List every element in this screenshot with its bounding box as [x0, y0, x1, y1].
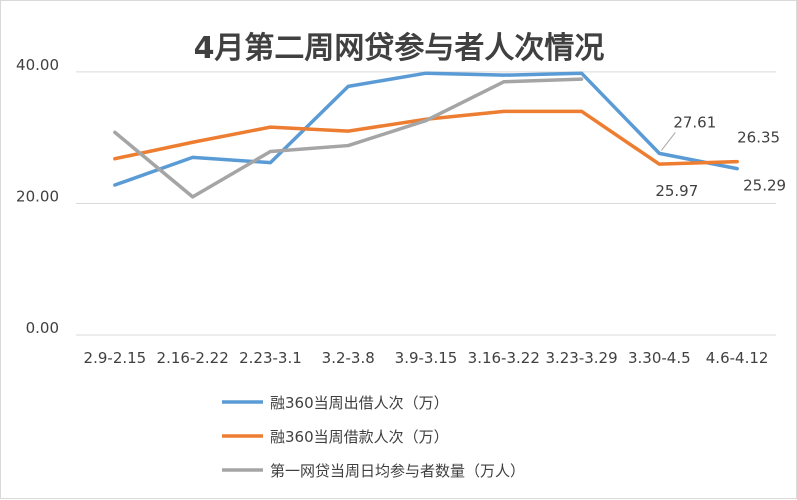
- data-point: [346, 84, 350, 88]
- data-point: [424, 119, 428, 123]
- x-axis-ticks: 2.9-2.15 2.16-2.22 2.23-3.1 3.2-3.8 3.9-3.15…: [84, 349, 769, 367]
- data-label-leader: [660, 132, 676, 151]
- data-point: [657, 151, 661, 155]
- data-label: 25.29: [743, 177, 786, 195]
- legend: 融360当周出借人次（万） 融360当周借款人次（万） 第一网贷当周日均参与者数量（…: [222, 394, 525, 480]
- series-line-1: [113, 71, 739, 187]
- data-point: [502, 109, 506, 113]
- data-point: [113, 157, 117, 161]
- x-tick-label: 3.30-4.5: [628, 349, 691, 367]
- data-point: [580, 71, 584, 75]
- data-point: [502, 73, 506, 77]
- y-tick-label: 40.00: [16, 56, 59, 74]
- data-point: [424, 71, 428, 75]
- data-point: [113, 183, 117, 187]
- legend-label: 融360当周借款人次（万）: [270, 428, 449, 446]
- x-tick-label: 3.2-3.8: [322, 349, 375, 367]
- data-labels: 27.61 25.29 25.97 26.35: [655, 113, 786, 200]
- y-tick-label: 0.00: [26, 319, 59, 337]
- legend-label: 第一网贷当周日均参与者数量（万人）: [270, 462, 525, 480]
- y-axis-ticks: 0.00 20.00 40.00: [16, 56, 59, 337]
- data-point: [346, 144, 350, 148]
- data-label: 25.97: [655, 182, 698, 200]
- gridlines: [76, 71, 776, 336]
- data-point: [191, 195, 195, 199]
- data-point: [735, 160, 739, 164]
- x-tick-label: 4.6-4.12: [706, 349, 769, 367]
- legend-label: 融360当周出借人次（万）: [270, 394, 449, 412]
- data-label: 27.61: [673, 113, 716, 131]
- data-point: [735, 167, 739, 171]
- data-point: [191, 140, 195, 144]
- data-point: [191, 155, 195, 159]
- chart-title: 4月第二周网贷参与者人次情况: [194, 31, 605, 66]
- data-point: [268, 149, 272, 153]
- data-point: [657, 162, 661, 166]
- x-tick-label: 2.9-2.15: [84, 349, 147, 367]
- x-tick-label: 3.23-3.29: [545, 349, 617, 367]
- data-point: [268, 161, 272, 165]
- data-point: [502, 80, 506, 84]
- series-lines: [113, 71, 739, 199]
- data-point: [580, 109, 584, 113]
- data-point: [113, 130, 117, 134]
- data-point: [580, 77, 584, 81]
- x-tick-label: 3.9-3.15: [395, 349, 458, 367]
- x-tick-label: 2.23-3.1: [239, 349, 302, 367]
- data-point: [346, 129, 350, 133]
- x-tick-label: 3.16-3.22: [468, 349, 540, 367]
- series-line-3: [113, 77, 584, 199]
- data-point: [268, 125, 272, 129]
- y-tick-label: 20.00: [16, 187, 59, 205]
- data-label: 26.35: [737, 129, 780, 147]
- x-tick-label: 2.16-2.22: [157, 349, 229, 367]
